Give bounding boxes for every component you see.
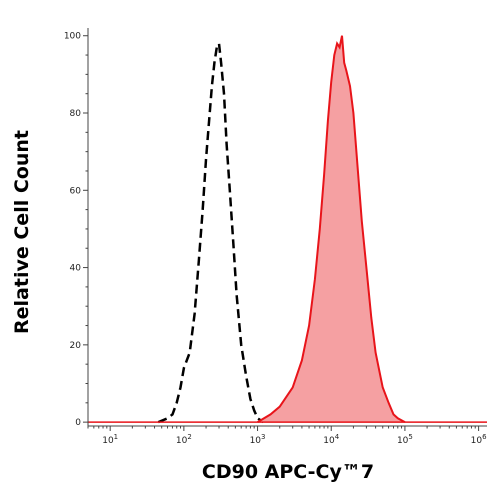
- x-tick-label: 104: [323, 433, 339, 446]
- histogram-outline-2: [257, 35, 406, 423]
- x-tick-label: 102: [176, 433, 192, 446]
- y-tick-label: 20: [70, 341, 82, 351]
- y-tick-label: 40: [70, 264, 82, 274]
- y-tick-label: 100: [64, 32, 81, 42]
- y-axis-title: Relative Cell Count: [11, 130, 33, 334]
- histogram-dashed-1: [157, 39, 265, 424]
- histogram-fill-2: [257, 35, 405, 423]
- x-tick-label: 103: [250, 433, 266, 446]
- y-tick-label: 60: [70, 186, 82, 196]
- x-axis-title: CD90 APC-Cy™7: [202, 461, 374, 483]
- x-tick-label: 101: [102, 433, 118, 446]
- x-tick-label: 105: [397, 433, 413, 446]
- x-tick-label: 106: [471, 433, 487, 446]
- y-tick-label: 0: [75, 418, 81, 428]
- y-tick-label: 80: [70, 109, 82, 119]
